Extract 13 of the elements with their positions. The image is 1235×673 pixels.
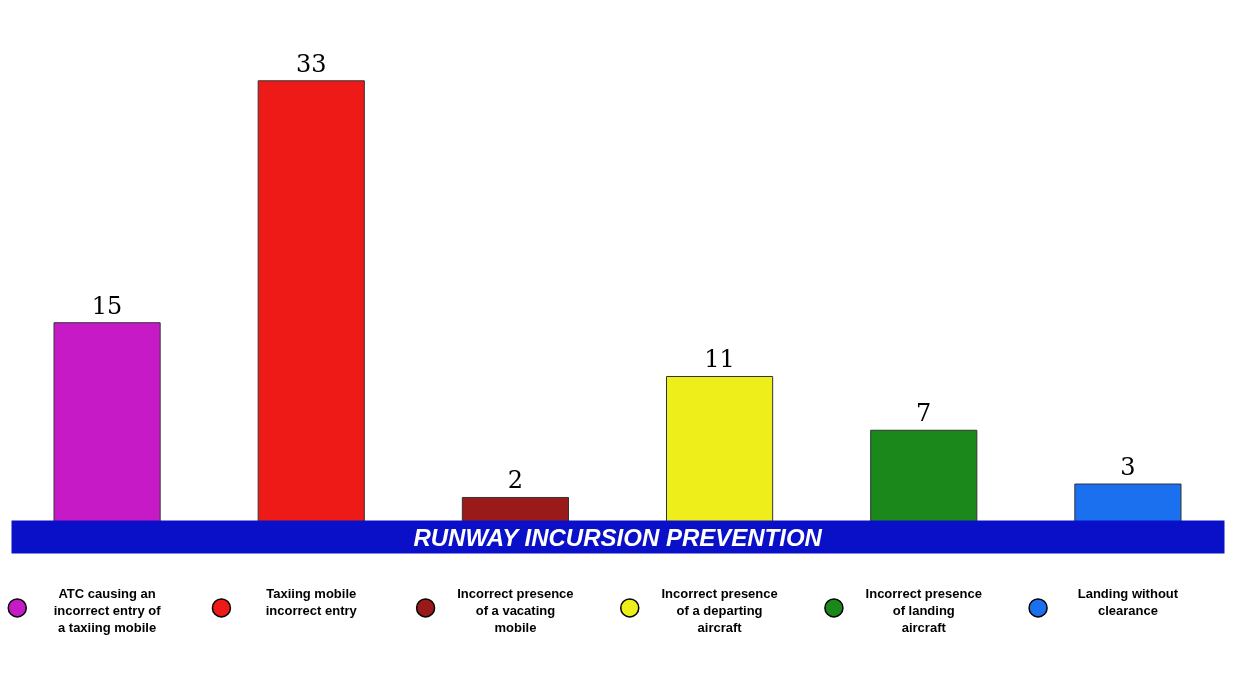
x-tick-label: Incorrect presence of landing aircraft bbox=[865, 586, 982, 636]
x-tick-label: Landing without clearance bbox=[1077, 586, 1179, 619]
data-label: 11 bbox=[704, 345, 735, 374]
x-tick-label: Taxiing mobile incorrect entry bbox=[265, 586, 358, 619]
data-label: 7 bbox=[916, 399, 932, 428]
x-tick-label: Incorrect presence of a departing aircraft bbox=[661, 586, 778, 636]
text: RUNWAY INCURSION PREVENTION bbox=[413, 523, 823, 551]
x-tick-label: ATC causing an incorrect entry of a taxiing mobile bbox=[53, 586, 162, 636]
data-label: 15 bbox=[91, 291, 123, 320]
data-label: 3 bbox=[1120, 453, 1136, 482]
data-label: 33 bbox=[295, 49, 327, 78]
data-label: 2 bbox=[507, 466, 524, 495]
x-tick-label: Incorrect presence of a vacating mobile bbox=[457, 586, 574, 636]
